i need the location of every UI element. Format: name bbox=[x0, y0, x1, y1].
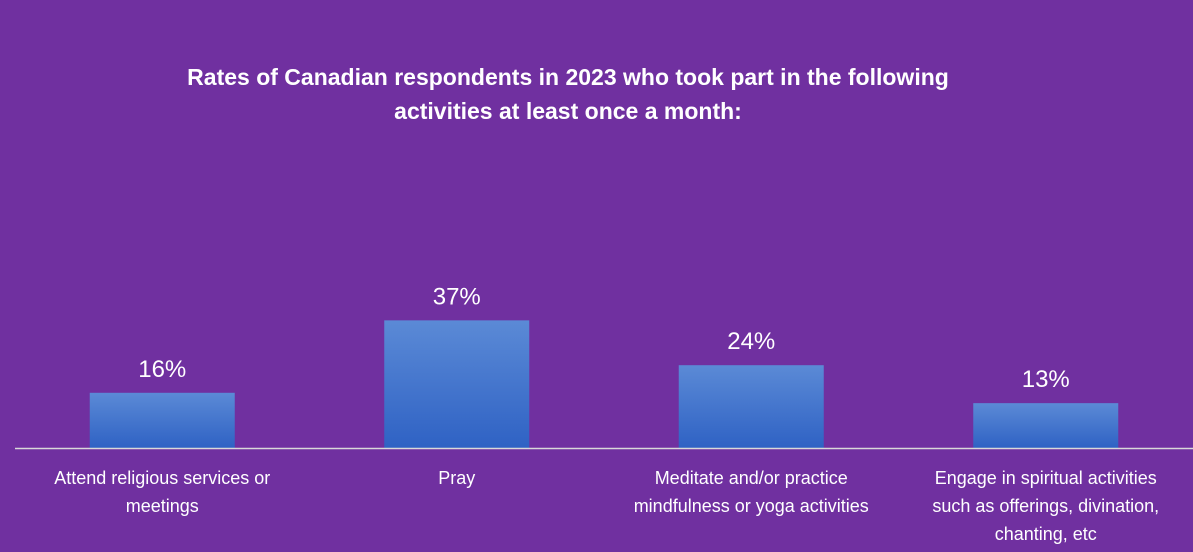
category-label-2-line-1: Pray bbox=[438, 468, 475, 488]
category-label-4-line-1: Engage in spiritual activities bbox=[935, 468, 1157, 488]
bar-4 bbox=[973, 403, 1119, 448]
bar-3 bbox=[678, 365, 824, 448]
category-label-1-line-1: Attend religious services or bbox=[54, 468, 270, 488]
bar-2 bbox=[384, 320, 530, 448]
data-label-4: 13% bbox=[1022, 366, 1070, 393]
chart-title: Rates of Canadian respondents in 2023 wh… bbox=[0, 60, 1136, 128]
chart-title-line-2: activities at least once a month: bbox=[394, 98, 742, 124]
chart-title-line-1: Rates of Canadian respondents in 2023 wh… bbox=[187, 64, 949, 90]
data-label-1: 16% bbox=[138, 356, 186, 383]
category-label-4-line-2: such as offerings, divination, bbox=[932, 496, 1159, 516]
category-label-4-line-3: chanting, etc bbox=[995, 524, 1097, 544]
category-label-1-line-2: meetings bbox=[126, 496, 199, 516]
category-label-3-line-1: Meditate and/or practice bbox=[655, 468, 848, 488]
data-label-2: 37% bbox=[433, 283, 481, 310]
category-label-3-line-2: mindfulness or yoga activities bbox=[634, 496, 869, 516]
data-label-3: 24% bbox=[727, 328, 775, 355]
bar-1 bbox=[89, 392, 235, 448]
